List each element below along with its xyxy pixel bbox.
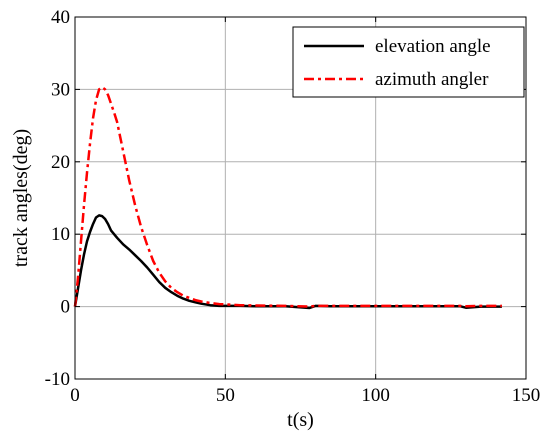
plot-series xyxy=(73,85,502,310)
x-axis-title: t(s) xyxy=(287,409,314,431)
y-tick-label: 20 xyxy=(51,152,70,173)
x-tick-label: 0 xyxy=(70,385,80,406)
y-tick-label: 30 xyxy=(51,79,70,100)
x-tick-label: 50 xyxy=(216,385,235,406)
y-axis-title: track angles(deg) xyxy=(10,129,32,267)
series-line-azimuth-angler xyxy=(73,85,502,308)
x-tick-label: 150 xyxy=(512,385,541,406)
legend-box xyxy=(292,26,525,98)
y-tick-label: 10 xyxy=(51,224,70,245)
legend: elevation angle azimuth angler xyxy=(292,26,525,98)
y-tick-label: 40 xyxy=(51,7,70,28)
y-tick-label: 0 xyxy=(61,297,71,318)
y-tick-label: -10 xyxy=(45,369,70,390)
legend-label-elevation-angle: elevation angle xyxy=(375,36,491,57)
x-tick-label: 100 xyxy=(361,385,390,406)
legend-label-azimuth-angler: azimuth angler xyxy=(375,69,489,90)
plot-area-frame xyxy=(74,16,527,380)
